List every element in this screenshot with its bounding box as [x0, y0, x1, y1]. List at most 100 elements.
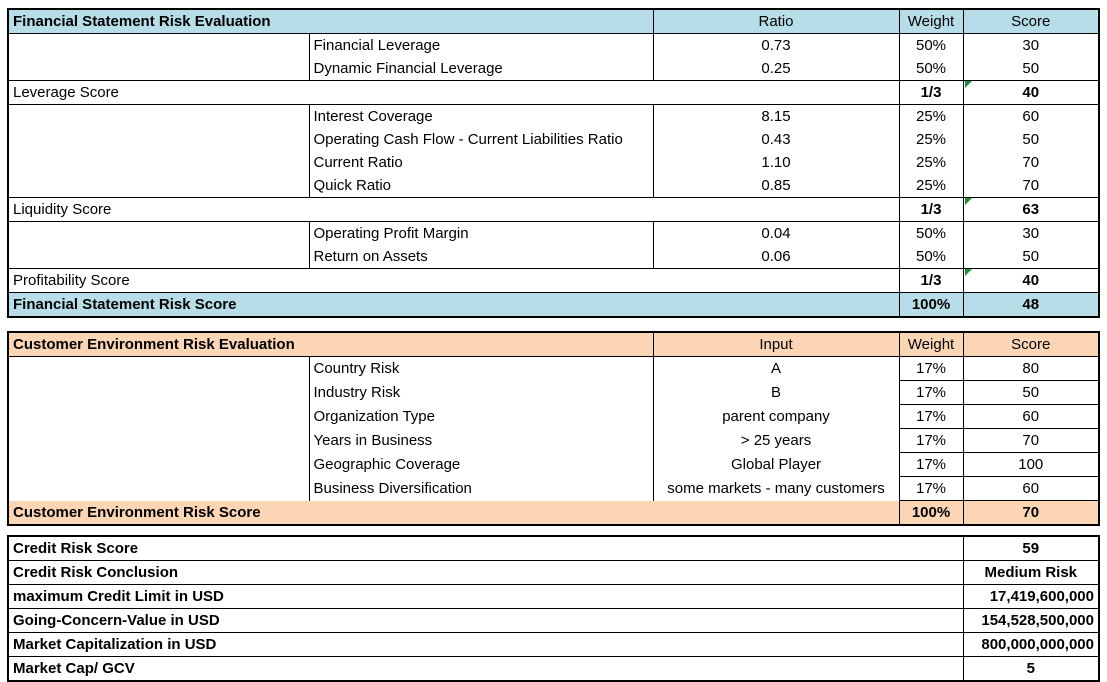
ratio-value-cell[interactable]: 0.85: [653, 174, 900, 198]
weight-value-cell[interactable]: 17%: [899, 380, 964, 405]
empty-cell: [8, 380, 310, 405]
score-value-cell[interactable]: 70: [1022, 154, 1040, 171]
weight-value-cell[interactable]: 1/3: [899, 80, 964, 105]
weight-value-cell[interactable]: 1/3: [899, 197, 964, 222]
subtotal-row: Liquidity Score 1/3 63: [8, 197, 1100, 222]
factor-label-cell: Industry Risk: [309, 380, 654, 405]
score-value-cell[interactable]: 60: [1022, 108, 1040, 125]
subtotal-label-cell: Liquidity Score: [8, 197, 900, 222]
weight-value-cell[interactable]: 17%: [899, 404, 964, 429]
empty-cell: [8, 128, 310, 151]
weight-value-cell[interactable]: 1/3: [899, 268, 964, 293]
score-value-cell[interactable]: 30: [1022, 225, 1040, 242]
weight-value-cell[interactable]: 25%: [899, 128, 964, 151]
summary-table: Credit Risk Score 59 Credit Risk Conclus…: [7, 535, 1100, 682]
ratio-value-cell[interactable]: 0.43: [653, 128, 900, 151]
score-value-cell[interactable]: 48: [963, 292, 1100, 317]
weight-column-header: Weight: [899, 9, 964, 34]
score-value-cell[interactable]: 50: [1022, 131, 1040, 148]
score-value-cell[interactable]: 70: [963, 428, 1100, 453]
score-value-cell[interactable]: 70: [963, 500, 1100, 525]
metric-label-cell: Operating Profit Margin: [309, 221, 654, 245]
empty-cell: [8, 404, 310, 429]
summary-value-cell[interactable]: 5: [1026, 660, 1035, 677]
factor-label-cell: Years in Business: [309, 428, 654, 453]
ratio-value-cell[interactable]: 0.04: [653, 221, 900, 245]
score-value-cell[interactable]: 50: [1022, 248, 1040, 265]
score-value-cell[interactable]: 70: [1022, 177, 1040, 194]
ratio-column-header: Ratio: [653, 9, 900, 34]
summary-row: Market Cap/ GCV 5: [8, 656, 1099, 681]
summary-value-cell[interactable]: 59: [963, 536, 1099, 561]
factor-label-cell: Organization Type: [309, 404, 654, 429]
empty-cell: [8, 33, 310, 57]
metric-row: Financial Leverage 0.73 50% 30: [8, 33, 1099, 57]
metric-row: Return on Assets 0.06 50% 50: [8, 245, 1099, 269]
score-value-cell[interactable]: 40: [963, 80, 1100, 105]
summary-value-cell[interactable]: Medium Risk: [963, 560, 1099, 585]
subtotal-score-text: 63: [1022, 201, 1040, 218]
summary-label-cell: Going-Concern-Value in USD: [8, 608, 964, 633]
total-row: Customer Environment Risk Score 100% 70: [8, 500, 1100, 525]
score-value-cell[interactable]: 60: [963, 476, 1100, 501]
input-value-cell[interactable]: > 25 years: [653, 428, 900, 453]
spreadsheet-view: Financial Statement Risk Evaluation Rati…: [7, 8, 1101, 682]
error-triangle-icon: [964, 198, 972, 205]
ratio-value-cell[interactable]: 0.25: [653, 57, 900, 81]
summary-row: Credit Risk Score 59: [8, 536, 1099, 561]
ratio-value-cell[interactable]: 1.10: [653, 151, 900, 174]
summary-label-cell: Credit Risk Conclusion: [8, 560, 964, 585]
error-triangle-icon: [964, 81, 972, 88]
empty-cell: [8, 356, 310, 381]
score-value-cell[interactable]: 40: [963, 268, 1100, 293]
weight-value-cell[interactable]: 50%: [899, 33, 964, 57]
summary-row: Credit Risk Conclusion Medium Risk: [8, 560, 1099, 585]
subtotal-label-cell: Profitability Score: [8, 268, 900, 293]
score-value-cell[interactable]: 50: [963, 380, 1100, 405]
weight-value-cell[interactable]: 50%: [899, 221, 964, 245]
metric-row: Dynamic Financial Leverage 0.25 50% 50: [8, 57, 1099, 81]
input-value-cell[interactable]: A: [653, 356, 900, 381]
weight-value-cell[interactable]: 25%: [899, 104, 964, 128]
summary-label-cell: Credit Risk Score: [8, 536, 964, 561]
score-value-cell[interactable]: 63: [963, 197, 1100, 222]
summary-value-cell[interactable]: 154,528,500,000: [963, 608, 1099, 633]
input-value-cell[interactable]: Global Player: [653, 452, 900, 477]
input-column-header: Input: [653, 332, 900, 357]
weight-value-cell[interactable]: 25%: [899, 174, 964, 198]
factor-row: Country Risk A 17% 80: [8, 356, 1100, 381]
score-value-cell[interactable]: 80: [963, 356, 1100, 381]
weight-value-cell[interactable]: 100%: [899, 292, 964, 317]
weight-value-cell[interactable]: 50%: [899, 57, 964, 81]
input-value-cell[interactable]: parent company: [653, 404, 900, 429]
metric-label-cell: Current Ratio: [309, 151, 654, 174]
total-row: Financial Statement Risk Score 100% 48: [8, 292, 1100, 317]
factor-row: Business Diversification some markets - …: [8, 476, 1100, 501]
weight-value-cell[interactable]: 100%: [899, 500, 964, 525]
weight-value-cell[interactable]: 25%: [899, 151, 964, 174]
financial-risk-table: Financial Statement Risk Evaluation Rati…: [7, 8, 1101, 318]
score-value-cell[interactable]: 30: [1022, 37, 1040, 54]
score-value-cell[interactable]: 100: [963, 452, 1100, 477]
ratio-value-cell[interactable]: 0.73: [653, 33, 900, 57]
summary-label-cell: maximum Credit Limit in USD: [8, 584, 964, 609]
ratio-value-cell[interactable]: 8.15: [653, 104, 900, 128]
weight-value-cell[interactable]: 17%: [899, 356, 964, 381]
score-value-cell[interactable]: 50: [1022, 60, 1040, 77]
summary-value-cell[interactable]: 17,419,600,000: [963, 584, 1099, 609]
score-column-header: Score: [963, 332, 1100, 357]
weight-value-cell[interactable]: 50%: [899, 245, 964, 269]
metric-row: Interest Coverage 8.15 25% 60: [8, 104, 1099, 128]
weight-value-cell[interactable]: 17%: [899, 476, 964, 501]
factor-label-cell: Business Diversification: [309, 476, 654, 501]
input-value-cell[interactable]: B: [653, 380, 900, 405]
input-value-cell[interactable]: some markets - many customers: [653, 476, 900, 501]
summary-value-cell[interactable]: 800,000,000,000: [963, 632, 1099, 657]
ratio-value-cell[interactable]: 0.06: [653, 245, 900, 269]
section-title-cell: Financial Statement Risk Evaluation: [8, 9, 654, 34]
header-row: Financial Statement Risk Evaluation Rati…: [8, 9, 1100, 34]
factor-row: Organization Type parent company 17% 60: [8, 404, 1100, 429]
score-value-cell[interactable]: 60: [963, 404, 1100, 429]
weight-value-cell[interactable]: 17%: [899, 428, 964, 453]
weight-value-cell[interactable]: 17%: [899, 452, 964, 477]
